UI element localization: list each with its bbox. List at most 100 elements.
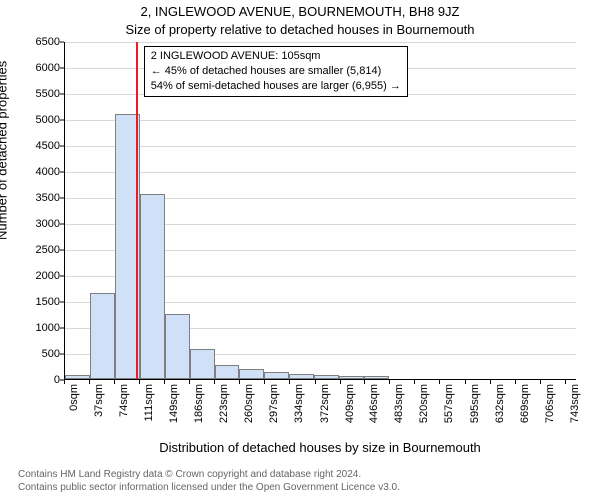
x-tick-label: 111sqm bbox=[143, 384, 155, 422]
y-tick-label: 6500 bbox=[20, 36, 60, 48]
gridline-h bbox=[65, 380, 576, 381]
x-tick-label: 409sqm bbox=[344, 384, 356, 423]
y-tick-label: 5500 bbox=[20, 88, 60, 100]
y-tick-label: 2500 bbox=[20, 244, 60, 256]
x-tick-mark bbox=[315, 380, 316, 384]
x-tick-mark bbox=[340, 380, 341, 384]
x-tick-mark bbox=[264, 380, 265, 384]
page-title: 2, INGLEWOOD AVENUE, BOURNEMOUTH, BH8 9J… bbox=[0, 4, 600, 19]
gridline-h bbox=[65, 42, 576, 43]
histogram-bar bbox=[190, 349, 215, 379]
footer-attribution: Contains HM Land Registry data © Crown c… bbox=[18, 468, 400, 494]
x-tick-label: 595sqm bbox=[469, 384, 481, 423]
annotation-box: 2 INGLEWOOD AVENUE: 105sqm← 45% of detac… bbox=[144, 46, 408, 97]
y-tick-label: 2000 bbox=[20, 270, 60, 282]
x-tick-mark bbox=[64, 380, 65, 384]
x-tick-mark bbox=[465, 380, 466, 384]
x-tick-mark bbox=[139, 380, 140, 384]
y-tick-label: 3000 bbox=[20, 218, 60, 230]
y-tick-mark bbox=[60, 94, 64, 95]
annotation-line: 54% of semi-detached houses are larger (… bbox=[151, 79, 401, 94]
gridline-h bbox=[65, 120, 576, 121]
y-tick-mark bbox=[60, 146, 64, 147]
histogram-bar bbox=[90, 293, 115, 379]
x-tick-label: 372sqm bbox=[319, 384, 331, 423]
y-tick-mark bbox=[60, 172, 64, 173]
y-tick-mark bbox=[60, 276, 64, 277]
histogram-bar bbox=[65, 375, 90, 379]
y-tick-label: 1500 bbox=[20, 296, 60, 308]
histogram-bar bbox=[215, 365, 240, 379]
x-tick-mark bbox=[414, 380, 415, 384]
x-tick-label: 37sqm bbox=[93, 384, 105, 417]
histogram-bar bbox=[314, 375, 339, 379]
x-tick-mark bbox=[515, 380, 516, 384]
histogram-bar bbox=[264, 372, 289, 379]
chart-container: 2, INGLEWOOD AVENUE, BOURNEMOUTH, BH8 9J… bbox=[0, 0, 600, 500]
reference-line bbox=[136, 42, 138, 379]
x-tick-label: 223sqm bbox=[218, 384, 230, 423]
y-tick-mark bbox=[60, 42, 64, 43]
footer-line-2: Contains public sector information licen… bbox=[18, 481, 400, 494]
y-tick-mark bbox=[60, 198, 64, 199]
x-tick-mark bbox=[189, 380, 190, 384]
y-tick-label: 4000 bbox=[20, 166, 60, 178]
x-tick-label: 632sqm bbox=[494, 384, 506, 423]
x-tick-label: 0sqm bbox=[68, 384, 80, 411]
y-tick-label: 6000 bbox=[20, 62, 60, 74]
x-tick-mark bbox=[389, 380, 390, 384]
y-tick-mark bbox=[60, 354, 64, 355]
y-tick-label: 5000 bbox=[20, 114, 60, 126]
footer-line-1: Contains HM Land Registry data © Crown c… bbox=[18, 468, 400, 481]
y-tick-label: 500 bbox=[20, 348, 60, 360]
x-tick-label: 706sqm bbox=[544, 384, 556, 423]
x-axis-label: Distribution of detached houses by size … bbox=[64, 440, 576, 455]
y-tick-label: 4500 bbox=[20, 140, 60, 152]
x-tick-mark bbox=[540, 380, 541, 384]
histogram-bar bbox=[364, 376, 389, 379]
y-tick-mark bbox=[60, 328, 64, 329]
chart-subtitle: Size of property relative to detached ho… bbox=[0, 22, 600, 37]
x-tick-label: 669sqm bbox=[519, 384, 531, 423]
histogram-bar bbox=[339, 376, 364, 379]
y-tick-mark bbox=[60, 68, 64, 69]
x-tick-label: 446sqm bbox=[368, 384, 380, 423]
histogram-bar bbox=[140, 194, 165, 379]
x-tick-mark bbox=[164, 380, 165, 384]
histogram-bar bbox=[239, 369, 264, 379]
x-tick-mark bbox=[439, 380, 440, 384]
x-tick-label: 186sqm bbox=[193, 384, 205, 423]
x-tick-mark bbox=[89, 380, 90, 384]
y-tick-mark bbox=[60, 302, 64, 303]
y-tick-mark bbox=[60, 250, 64, 251]
y-tick-mark bbox=[60, 120, 64, 121]
y-tick-label: 0 bbox=[20, 374, 60, 386]
x-tick-mark bbox=[490, 380, 491, 384]
x-tick-label: 557sqm bbox=[443, 384, 455, 423]
y-tick-mark bbox=[60, 224, 64, 225]
y-tick-label: 1000 bbox=[20, 322, 60, 334]
x-tick-label: 483sqm bbox=[393, 384, 405, 423]
x-tick-label: 520sqm bbox=[418, 384, 430, 423]
x-tick-mark bbox=[289, 380, 290, 384]
annotation-line: 2 INGLEWOOD AVENUE: 105sqm bbox=[151, 49, 401, 64]
x-tick-label: 149sqm bbox=[168, 384, 180, 423]
gridline-h bbox=[65, 172, 576, 173]
x-tick-mark bbox=[114, 380, 115, 384]
histogram-bar bbox=[289, 374, 314, 379]
x-tick-label: 74sqm bbox=[118, 384, 130, 417]
x-tick-label: 297sqm bbox=[268, 384, 280, 423]
plot-area: 2 INGLEWOOD AVENUE: 105sqm← 45% of detac… bbox=[64, 42, 576, 380]
y-tick-label: 3500 bbox=[20, 192, 60, 204]
y-axis-label: Number of detached properties bbox=[0, 61, 10, 240]
x-tick-label: 743sqm bbox=[569, 384, 581, 423]
x-tick-mark bbox=[214, 380, 215, 384]
gridline-h bbox=[65, 146, 576, 147]
annotation-line: ← 45% of detached houses are smaller (5,… bbox=[151, 64, 401, 79]
x-tick-mark bbox=[239, 380, 240, 384]
x-tick-label: 334sqm bbox=[293, 384, 305, 423]
x-tick-mark bbox=[565, 380, 566, 384]
histogram-bar bbox=[165, 314, 190, 379]
x-tick-label: 260sqm bbox=[243, 384, 255, 423]
x-tick-mark bbox=[364, 380, 365, 384]
